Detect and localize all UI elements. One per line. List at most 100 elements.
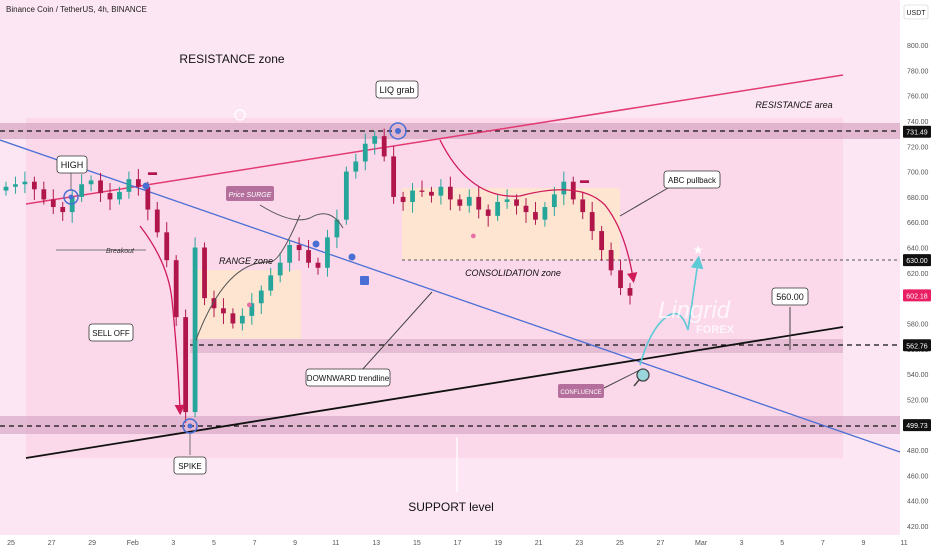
candle-body bbox=[429, 191, 434, 196]
confluence-callout[interactable]: CONFLUENCE bbox=[558, 384, 604, 398]
candle-body bbox=[126, 179, 132, 192]
trendline-touch-1 bbox=[142, 182, 150, 190]
price-tag-label: 630.00 bbox=[906, 258, 928, 265]
info-flag-icon[interactable] bbox=[360, 276, 369, 285]
range-zone-label: RANGE zone bbox=[219, 256, 273, 266]
abc-pullback-arrow bbox=[439, 139, 638, 284]
candle-body bbox=[410, 190, 415, 202]
price-tag-label: 602.18 bbox=[906, 293, 928, 300]
candle-body bbox=[202, 247, 207, 299]
currency-badge[interactable]: USDT bbox=[903, 4, 929, 20]
time-axis[interactable]: 25 27 29 Feb 3 5 7 9 11 13 15 17 19 21 23 25 27 Mar 3 5 7 9 11 bbox=[7, 540, 908, 547]
trendline-touch-2 bbox=[312, 240, 320, 248]
sell-off-callout[interactable]: SELL OFF bbox=[88, 323, 134, 342]
candle-body bbox=[258, 290, 264, 304]
candle-body bbox=[41, 189, 47, 200]
candle-body bbox=[334, 219, 340, 238]
x-tick-label: Feb bbox=[127, 540, 139, 547]
alert-icon[interactable] bbox=[234, 109, 246, 121]
abc-pullback-callout[interactable]: ABC pullback bbox=[663, 170, 721, 189]
resistance-area-label: RESISTANCE area bbox=[755, 100, 832, 110]
candle-body bbox=[239, 315, 245, 324]
breakout-label: Breakout bbox=[106, 248, 135, 255]
candle-body bbox=[211, 298, 217, 309]
downward-trendline-pointer bbox=[361, 291, 433, 371]
hammer-icon-2: ▬ bbox=[580, 175, 589, 185]
price-surge-callout[interactable]: Price SURGE bbox=[226, 186, 274, 201]
downward-trendline-callout[interactable]: DOWNWARD trendline bbox=[305, 368, 391, 387]
candle-body bbox=[618, 270, 623, 289]
support-trendline[interactable] bbox=[25, 326, 844, 459]
candle-body bbox=[183, 317, 189, 413]
candle-body bbox=[60, 207, 66, 213]
price-tag bbox=[903, 254, 931, 267]
candle-body bbox=[438, 186, 444, 196]
candle-body bbox=[495, 201, 501, 216]
x-tick-label: 27 bbox=[48, 540, 56, 547]
trendline-touch-3 bbox=[348, 253, 356, 261]
candle-body bbox=[88, 180, 94, 185]
liq-grab-marker[interactable] bbox=[389, 122, 407, 140]
confluence-marker-handle bbox=[633, 379, 640, 387]
candle-body bbox=[268, 275, 274, 291]
spike-label: SPIKE bbox=[178, 462, 202, 471]
candle-body bbox=[31, 181, 37, 190]
candle-body bbox=[372, 136, 378, 144]
liq-grab-marker-dot bbox=[395, 128, 401, 134]
x-tick-label: 5 bbox=[780, 540, 784, 547]
candle-body bbox=[466, 196, 472, 206]
confluence-label: CONFLUENCE bbox=[560, 390, 601, 396]
high-marker[interactable] bbox=[63, 189, 79, 205]
watermark-sub: FOREX bbox=[696, 324, 735, 336]
x-tick-label: 9 bbox=[293, 540, 297, 547]
candle-body bbox=[287, 244, 293, 263]
y-tick-label: 460.00 bbox=[907, 473, 929, 480]
x-tick-label: 3 bbox=[171, 540, 175, 547]
candle-body bbox=[476, 196, 482, 210]
candle-body bbox=[391, 156, 397, 197]
y-tick-label: 420.00 bbox=[907, 524, 929, 531]
time-axis-background bbox=[0, 535, 932, 550]
resistance-trendline[interactable] bbox=[25, 74, 844, 205]
candle-body bbox=[145, 186, 151, 210]
spike-callout[interactable]: SPIKE bbox=[173, 456, 207, 475]
snail-icon-consolidation: ● bbox=[470, 230, 477, 242]
spike-marker[interactable] bbox=[182, 418, 198, 434]
high-callout[interactable]: HIGH bbox=[56, 155, 88, 174]
spike-zone-band bbox=[0, 416, 900, 434]
y-tick-label: 680.00 bbox=[907, 195, 929, 202]
candle-body bbox=[79, 184, 85, 197]
candle-body bbox=[325, 237, 330, 268]
x-tick-label: 15 bbox=[413, 540, 421, 547]
target-callout[interactable]: 560.00 bbox=[771, 287, 809, 306]
liq-grab-callout[interactable]: LIQ grab bbox=[375, 80, 419, 99]
resistance-zone-label: RESISTANCE zone bbox=[179, 52, 284, 66]
spike-marker-dot bbox=[187, 423, 193, 429]
candle-body bbox=[164, 232, 170, 261]
currency-label: USDT bbox=[906, 10, 926, 17]
candle-body bbox=[561, 181, 567, 195]
projection-path bbox=[639, 255, 704, 366]
price-tag-label: 731.49 bbox=[906, 130, 928, 137]
price-tag bbox=[903, 339, 931, 352]
range-zone-curve bbox=[195, 214, 301, 341]
candle-body bbox=[485, 209, 491, 216]
snail-icon-range: ● bbox=[246, 299, 253, 311]
y-tick-label: 780.00 bbox=[907, 68, 929, 75]
candle-body bbox=[296, 244, 302, 251]
support-level-label: SUPPORT level bbox=[408, 500, 494, 514]
candle-body bbox=[362, 143, 368, 162]
x-tick-label: 23 bbox=[575, 540, 583, 547]
confluence-marker[interactable] bbox=[636, 368, 650, 382]
candle-body bbox=[117, 191, 122, 200]
x-tick-label: 17 bbox=[454, 540, 462, 547]
sell-off-label: SELL OFF bbox=[92, 329, 130, 338]
price-axis-background bbox=[900, 0, 932, 550]
abc-pullback-label: ABC pullback bbox=[668, 176, 717, 185]
candle-body bbox=[523, 205, 529, 213]
candle-body bbox=[154, 209, 160, 233]
x-tick-label: 11 bbox=[332, 540, 339, 547]
abc-pointer bbox=[619, 187, 669, 217]
x-tick-label: 27 bbox=[657, 540, 665, 547]
